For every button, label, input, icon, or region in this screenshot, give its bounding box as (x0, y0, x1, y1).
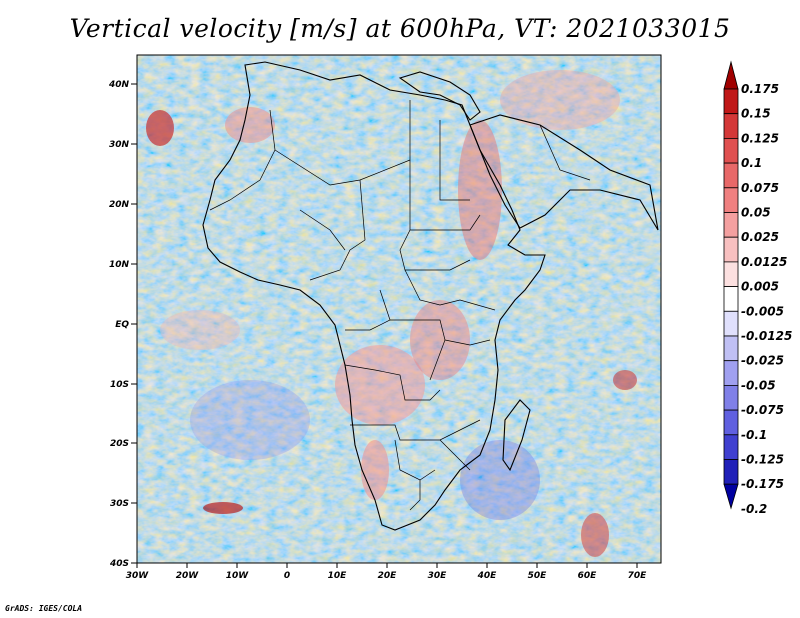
legend-label: 0.075 (741, 181, 779, 195)
lat-tick-label: 30S (110, 499, 129, 509)
legend-swatch (723, 335, 739, 362)
legend-label: -0.005 (741, 304, 784, 318)
legend-arrow-top (723, 60, 739, 90)
legend-swatch (723, 212, 739, 238)
legend-arrow-bottom (723, 483, 739, 510)
legend-swatch (723, 162, 739, 189)
lon-tick-label: 20E (378, 571, 398, 581)
lon-tick-label: 30W (126, 571, 150, 581)
legend-label: -0.025 (741, 354, 784, 368)
legend-swatch (723, 434, 739, 460)
legend-swatch (723, 409, 739, 436)
lon-tick-label: 20W (176, 571, 200, 581)
lon-tick-label: 30E (428, 571, 448, 581)
lat-tick-label: 10S (110, 380, 129, 390)
legend-label: -0.125 (741, 453, 784, 467)
plot-frame (136, 54, 662, 564)
legend-label: -0.2 (741, 502, 767, 516)
legend-label: 0.025 (741, 230, 779, 244)
legend-swatch (723, 236, 739, 263)
lon-tick-label: 50E (528, 571, 548, 581)
legend-label: 0.05 (741, 206, 771, 220)
legend-swatch (723, 113, 739, 139)
legend-label: -0.1 (741, 428, 767, 442)
legend-label: -0.075 (741, 403, 784, 417)
lat-tick-label: EQ (115, 320, 129, 330)
lat-tick-label: 20N (109, 200, 130, 210)
lon-axis (136, 563, 638, 568)
legend-label: -0.175 (741, 477, 784, 491)
lon-tick-label: 10W (226, 571, 250, 581)
legend-swatch (723, 384, 739, 411)
lon-tick-label: 70E (628, 571, 648, 581)
legend-swatch (723, 360, 739, 386)
legend-label: -0.05 (741, 378, 776, 392)
grads-credit: GrADS: IGES/COLA (5, 604, 83, 613)
lat-axis (131, 83, 137, 564)
legend-label: 0.1 (741, 156, 762, 170)
legend-label: -0.0125 (741, 329, 792, 343)
legend-label: 0.125 (741, 131, 779, 145)
legend-swatch (723, 137, 739, 164)
legend-swatch (723, 459, 739, 485)
country-borders (209, 100, 591, 511)
legend-swatch (723, 88, 739, 115)
legend-swatch (723, 261, 739, 287)
legend-swatch (723, 286, 739, 312)
map-title: Vertical velocity [m/s] at 600hPa, VT: 2… (69, 14, 731, 43)
lat-tick-label: 10N (109, 260, 130, 270)
lat-tick-label: 20S (110, 439, 129, 449)
lon-tick-label: 10E (328, 571, 348, 581)
legend-label: 0.0125 (741, 255, 787, 269)
legend-label: 0.005 (741, 280, 779, 294)
lon-tick-label: 40E (477, 571, 498, 581)
legend-swatch (723, 310, 739, 337)
coastlines (202, 61, 659, 531)
legend-swatch (723, 187, 739, 213)
lon-tick-label: 60E (578, 571, 598, 581)
legend-label: 0.15 (741, 107, 771, 121)
lat-tick-label: 40N (108, 80, 130, 90)
lat-tick-labels: 40N 30N 20N 10N EQ 10S 20S 30S 40S (108, 80, 130, 569)
color-legend: 0.175 0.15 0.125 0.1 0.075 0.05 0.025 0.0125 0.0… (723, 60, 792, 516)
lat-tick-label: 30N (109, 140, 130, 150)
velocity-field (137, 55, 661, 563)
lon-tick-labels: 30W 20W 10W 0 10E 20E 30E 40E 50E 60E 70… (126, 571, 647, 581)
lat-tick-label: 40S (109, 559, 129, 569)
lon-tick-label: 0 (284, 571, 290, 581)
legend-label: 0.175 (741, 82, 779, 96)
